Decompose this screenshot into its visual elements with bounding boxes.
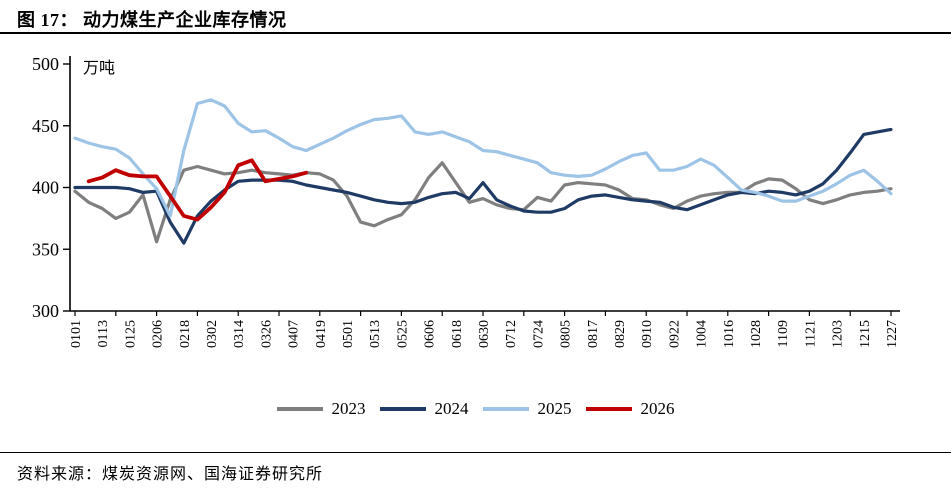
series-line-2025: [73, 98, 893, 218]
x-tick-label: 0501: [341, 320, 356, 348]
x-tick-label: 1109: [776, 320, 791, 347]
series-line-2023: [73, 161, 893, 244]
x-tick-label: 0302: [205, 320, 220, 348]
legend-item-2024: 2024: [379, 399, 469, 419]
footer-divider: [0, 452, 951, 453]
x-tick-label: 0419: [314, 320, 329, 348]
source-note: 资料来源：煤炭资源网、国海证券研究所: [17, 466, 324, 483]
x-tick-label: 0407: [287, 320, 302, 348]
x-tick-label: 0618: [450, 320, 465, 348]
x-tick-label: 0805: [559, 320, 574, 348]
x-tick-label: 1016: [722, 320, 737, 348]
y-tick-label: 450: [32, 116, 59, 136]
legend-line-2026: [585, 407, 632, 411]
x-tick-label: 0525: [395, 320, 410, 348]
x-tick-label: 1215: [858, 320, 873, 348]
unit-label: 万吨: [83, 59, 115, 77]
x-tick-label: 0910: [640, 320, 655, 348]
x-tick-label: 0712: [504, 320, 519, 348]
y-tick-label: 300: [32, 301, 59, 321]
y-tick-label: 400: [32, 178, 59, 198]
x-tick-label: 0326: [259, 320, 274, 348]
x-tick-label: 0513: [368, 320, 383, 348]
x-tick-label: 0314: [232, 320, 247, 348]
legend-label-2026: 2026: [640, 399, 675, 418]
series-line-2024: [73, 127, 893, 245]
x-tick-label: 0724: [531, 320, 546, 348]
x-tick-label: 1028: [749, 320, 764, 348]
y-tick-label: 350: [32, 239, 59, 259]
legend-item-2026: 2026: [585, 399, 675, 419]
inventory-line-chart: 300 350 400 450 500 万吨 0101 0113 0125 0206 0218 030…: [32, 54, 900, 348]
x-tick-label: 0922: [667, 320, 682, 348]
title-divider: [0, 32, 951, 34]
legend-item-2023: 2023: [276, 399, 366, 419]
x-tick-label: 0101: [69, 320, 84, 348]
x-tick-label: 0817: [586, 320, 601, 348]
legend: 2023 2024 2025 2026: [0, 399, 951, 419]
x-tick-label: 0829: [613, 320, 628, 348]
x-tick-label: 1227: [885, 320, 900, 348]
legend-line-2024: [379, 407, 426, 411]
legend-label-2024: 2024: [434, 399, 469, 418]
legend-label-2023: 2023: [331, 399, 366, 418]
figure-title: 图 17： 动力煤生产企业库存情况: [17, 10, 287, 30]
x-tick-label: 1004: [695, 320, 710, 348]
x-tick-label: 0606: [423, 320, 438, 348]
legend-line-2025: [482, 407, 529, 411]
x-tick-label: 0125: [123, 320, 138, 348]
legend-item-2025: 2025: [482, 399, 572, 419]
series-line-2026: [86, 158, 309, 222]
x-tick-label: 0218: [178, 320, 193, 348]
x-tick-label: 0206: [151, 320, 166, 348]
legend-label-2025: 2025: [537, 399, 572, 418]
x-tick-label: 0630: [477, 320, 492, 348]
y-tick-label: 500: [32, 54, 59, 74]
legend-line-2023: [276, 407, 323, 411]
x-tick-label: 1203: [831, 320, 846, 348]
x-tick-label: 0113: [96, 320, 111, 347]
x-tick-label: 1121: [803, 320, 818, 347]
